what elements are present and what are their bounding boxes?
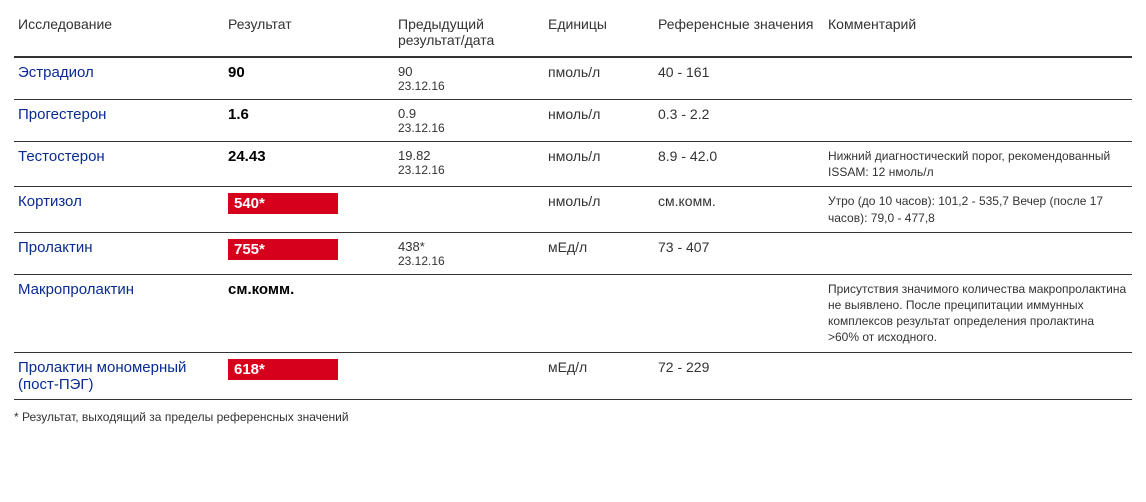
table-row: Пролактин 755* 438*23.12.16 мЕд/л73 - 407 [14,232,1132,274]
test-name: Пролактин мономерный (пост-ПЭГ) [18,359,186,393]
reference-range: см.комм. [654,187,824,232]
test-name: Кортизол [18,193,82,210]
table-row: Пролактин мономерный (пост-ПЭГ) 618* мЕд/л… [14,352,1132,399]
result-flagged: 618* [228,359,338,380]
prev-value: 438* [398,239,540,254]
units: нмоль/л [544,187,654,232]
units: мЕд/л [544,232,654,274]
header-comment: Комментарий [824,10,1132,57]
prev-date: 23.12.16 [398,254,540,268]
header-ref: Референсные значения [654,10,824,57]
comment: Присутствия значимого количества макропр… [824,274,1132,352]
units: нмоль/л [544,100,654,142]
test-name: Эстрадиол [18,64,94,81]
prev-value: 0.9 [398,106,540,121]
reference-range [654,274,824,352]
prev-date: 23.12.16 [398,163,540,177]
units [544,274,654,352]
footnote: * Результат, выходящий за пределы рефере… [14,410,1132,424]
test-name: Пролактин [18,239,93,256]
result-value: см.комм. [228,281,294,298]
table-body: Эстрадиол909023.12.16пмоль/л40 - 161Прог… [14,57,1132,399]
reference-range: 72 - 229 [654,352,824,399]
reference-range: 73 - 407 [654,232,824,274]
lab-results-table: Исследование Результат Предыдущий резуль… [14,10,1132,400]
prev-value: 19.82 [398,148,540,163]
result-value: 90 [228,64,245,81]
test-name: Макропролактин [18,281,134,298]
table-header-row: Исследование Результат Предыдущий резуль… [14,10,1132,57]
header-units: Единицы [544,10,654,57]
result-value: 1.6 [228,106,249,123]
prev-date: 23.12.16 [398,79,540,93]
result-value: 24.43 [228,148,266,165]
comment: Утро (до 10 часов): 101,2 - 535,7 Вечер … [824,187,1132,232]
comment [824,100,1132,142]
table-row: Кортизол 540* нмоль/лсм.комм.Утро (до 10 ч… [14,187,1132,232]
prev-date: 23.12.16 [398,121,540,135]
table-row: Прогестерон 1.6 0.923.12.16 нмоль/л0.3 - 2.… [14,100,1132,142]
comment [824,57,1132,100]
reference-range: 0.3 - 2.2 [654,100,824,142]
comment: Нижний диагностический порог, рекомендов… [824,142,1132,187]
header-prev: Предыдущий результат/дата [394,10,544,57]
test-name: Прогестерон [18,106,106,123]
test-name: Тестостерон [18,148,105,165]
reference-range: 40 - 161 [654,57,824,100]
table-row: Эстрадиол909023.12.16пмоль/л40 - 161 [14,57,1132,100]
comment [824,232,1132,274]
reference-range: 8.9 - 42.0 [654,142,824,187]
result-flagged: 540* [228,193,338,214]
units: мЕд/л [544,352,654,399]
table-row: Макропролактин см.комм. Присутствия значим… [14,274,1132,352]
header-result: Результат [224,10,394,57]
prev-value: 90 [398,64,540,79]
result-flagged: 755* [228,239,338,260]
header-test: Исследование [14,10,224,57]
units: нмоль/л [544,142,654,187]
table-row: Тестостерон 24.43 19.8223.12.16 нмоль/л8.9 … [14,142,1132,187]
comment [824,352,1132,399]
units: пмоль/л [544,57,654,100]
